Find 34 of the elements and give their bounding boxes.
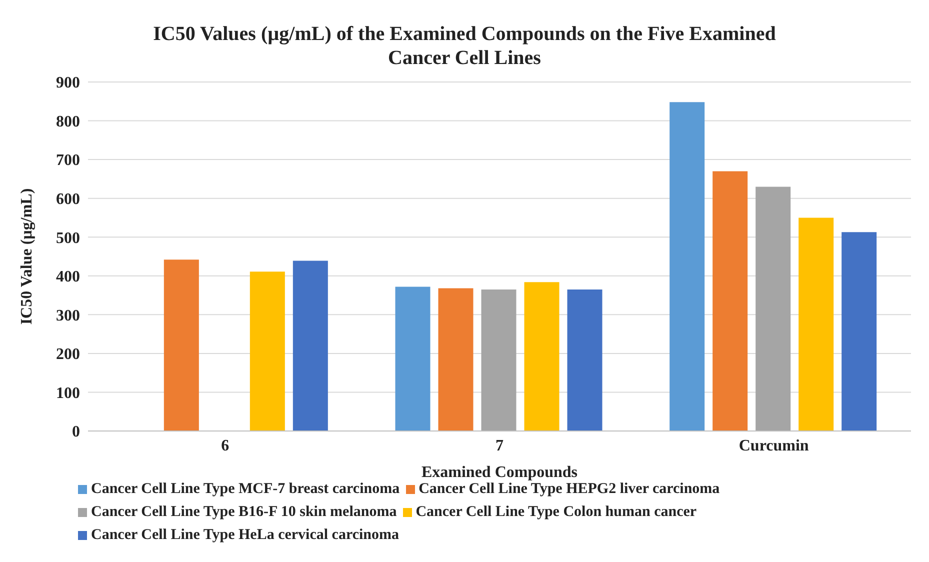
bar <box>438 288 474 431</box>
bar <box>567 289 602 431</box>
y-tick-label: 600 <box>56 191 80 208</box>
x-tick-label: 7 <box>496 437 504 454</box>
bar <box>524 282 560 431</box>
y-tick-label: 0 <box>72 424 80 441</box>
y-tick-label: 400 <box>56 268 80 286</box>
bar <box>842 232 877 431</box>
bar <box>292 260 328 431</box>
x-tick-label: 6 <box>221 437 230 454</box>
x-tick-label: Curcumin <box>738 437 809 454</box>
y-tick-label: 800 <box>56 113 80 130</box>
y-axis-title: IC50 Value (µg/mL) <box>18 188 36 325</box>
y-tick-label: 700 <box>56 152 80 170</box>
bar <box>798 218 834 431</box>
y-tick-label: 100 <box>56 384 80 402</box>
legend-label: Cancer Cell Line Type HeLa cervical carcinoma <box>91 527 399 544</box>
x-axis-title: Examined Compounds <box>421 464 578 481</box>
bar <box>164 260 199 431</box>
bar <box>250 272 285 431</box>
legend-label: Cancer Cell Line Type MCF-7 breast carcinoma <box>91 481 400 498</box>
y-tick-label: 200 <box>56 346 80 364</box>
bar <box>395 286 430 431</box>
legend-label: Cancer Cell Line Type B16-F 10 skin melanoma <box>91 504 397 521</box>
bar <box>756 186 791 431</box>
legend-label: Cancer Cell Line Type Colon human cancer <box>416 504 697 521</box>
y-tick-label: 900 <box>56 74 80 92</box>
bar <box>712 171 748 431</box>
legend-label: Cancer Cell Line Type HEPG2 liver carcinoma <box>418 481 720 498</box>
bar <box>481 289 516 431</box>
bar <box>670 102 705 431</box>
y-tick-label: 300 <box>56 307 80 324</box>
y-tick-label: 500 <box>56 230 80 247</box>
chart-title: IC50 Values (µg/mL) of the Examined Compounds on the Five Examined Cancer Cell Lines <box>152 22 777 70</box>
